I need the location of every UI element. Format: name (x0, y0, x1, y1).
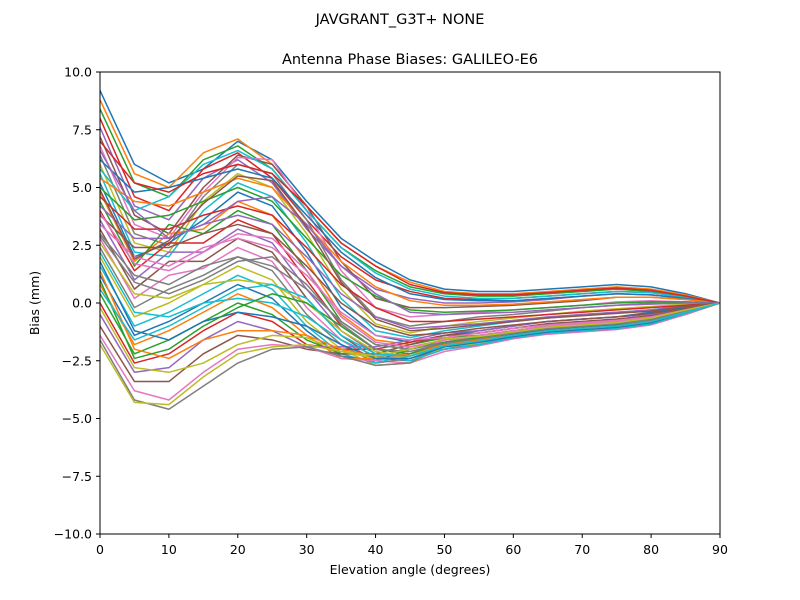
chart-title: Antenna Phase Biases: GALILEO-E6 (282, 52, 538, 68)
y-axis-label: Bias (mm) (27, 271, 42, 335)
y-tick-label: 5.0 (72, 180, 92, 195)
series-line-az-37 (100, 223, 720, 341)
figure-suptitle: JAVGRANT_G3T+ NONE (315, 12, 485, 28)
x-tick-label: 10 (161, 542, 177, 557)
series-line-az-32 (100, 177, 720, 307)
x-tick-label: 20 (230, 542, 246, 557)
series-line-az-03 (100, 108, 720, 304)
series-line-az-30 (100, 149, 720, 304)
x-tick-label: 70 (574, 542, 590, 557)
x-tick-label: 0 (96, 542, 104, 557)
series-line-az-41 (100, 261, 720, 360)
x-tick-label: 80 (643, 542, 659, 557)
y-tick-label: 7.5 (72, 122, 92, 137)
series-line-az-31 (100, 159, 720, 304)
x-tick-label: 60 (505, 542, 521, 557)
x-tick-label: 50 (436, 542, 452, 557)
series-line-az-36 (100, 214, 720, 337)
x-tick-label: 90 (712, 542, 728, 557)
x-tick-label: 40 (368, 542, 384, 557)
y-tick-label: 2.5 (72, 238, 92, 253)
y-tick-label: −2.5 (62, 353, 92, 368)
x-axis: 0 10 20 30 40 50 60 70 80 90 (96, 534, 728, 557)
y-axis: −10.0 −7.5 −5.0 −2.5 0.0 2.5 5.0 7.5 10.0 (54, 65, 100, 542)
y-tick-label: 0.0 (72, 296, 92, 311)
x-axis-label: Elevation angle (degrees) (330, 562, 491, 577)
x-tick-label: 30 (299, 542, 315, 557)
y-tick-label: −7.5 (62, 469, 92, 484)
series-line-az-33 (100, 186, 720, 313)
series-line-az-40 (100, 251, 720, 362)
series-line-az-45 (100, 150, 720, 316)
y-tick-label: −5.0 (62, 411, 92, 426)
series-line-az-34 (100, 196, 720, 323)
series-layer (100, 90, 720, 411)
series-line-az-02 (100, 99, 720, 304)
series-line-az-46 (100, 175, 720, 332)
y-tick-label: −10.0 (54, 527, 92, 542)
series-line-az-50 (100, 283, 720, 357)
series-line-az-47 (100, 212, 720, 348)
series-line-az-49 (100, 302, 720, 374)
series-line-az-26 (100, 302, 720, 383)
y-tick-label: 10.0 (64, 65, 92, 80)
series-line-az-44 (100, 140, 720, 304)
series-line-az-48 (100, 235, 720, 353)
